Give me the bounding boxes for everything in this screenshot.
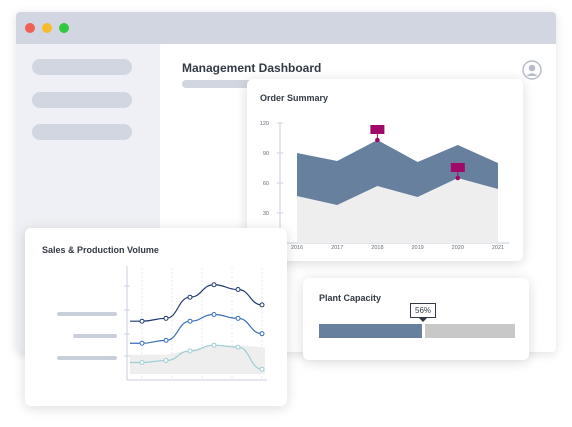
line-point [187, 294, 193, 300]
line-point [235, 344, 241, 350]
legend-placeholder [57, 356, 117, 360]
x-tick-label: 2018 [371, 245, 383, 251]
line-series-1 [130, 284, 263, 322]
line-point [139, 359, 145, 365]
line-point [211, 342, 217, 348]
marker-point [455, 175, 461, 181]
line-point [259, 366, 265, 372]
y-tick-label: 30 [263, 211, 269, 217]
line-series-2 [130, 313, 263, 344]
y-tick-label: 90 [263, 151, 269, 157]
line-point [163, 315, 169, 321]
line-point [163, 337, 169, 343]
sidebar-item-placeholder[interactable] [32, 92, 132, 108]
x-tick-label: 2021 [492, 245, 504, 251]
close-window-button[interactable] [25, 23, 35, 33]
page-subtitle-placeholder [182, 80, 262, 88]
x-tick-label: 2017 [331, 245, 343, 251]
legend-placeholder [73, 334, 117, 338]
x-tick-label: 2019 [411, 245, 423, 251]
legend-placeholder [57, 312, 117, 316]
minimize-window-button[interactable] [42, 23, 52, 33]
marker-flag [370, 125, 385, 134]
sales-production-card: Sales & Production Volume [25, 228, 287, 406]
plant-capacity-card: Plant Capacity 56% [303, 278, 529, 360]
line-point [235, 315, 241, 321]
maximize-window-button[interactable] [59, 23, 69, 33]
capacity-bar-filled [319, 324, 422, 338]
marker-point [375, 137, 380, 143]
y-tick-label: 60 [263, 181, 269, 187]
order-summary-title: Order Summary [260, 93, 329, 103]
line-point [187, 348, 193, 354]
x-tick-label: 2016 [291, 245, 303, 251]
line-point [163, 358, 169, 364]
sidebar-item-placeholder[interactable] [32, 124, 132, 140]
capacity-value-label: 56% [410, 303, 437, 322]
line-point [259, 331, 265, 337]
plant-capacity-title: Plant Capacity [319, 293, 382, 303]
title-bar [16, 12, 556, 44]
capacity-bar-remaining [425, 324, 515, 338]
line-point [139, 318, 145, 324]
line-point [235, 287, 241, 293]
line-point [187, 318, 193, 324]
line-point [139, 340, 145, 346]
page-title: Management Dashboard [182, 61, 322, 75]
line-point [211, 311, 217, 317]
area-series-2 [297, 178, 498, 243]
y-tick-label: 120 [260, 121, 269, 127]
x-tick-label: 2020 [452, 245, 464, 251]
line-point [259, 302, 265, 308]
marker-flag [450, 163, 465, 172]
order-summary-chart: 120 90 60 30 2016 2017 2018 2019 2020 2021 [260, 121, 509, 251]
area-series [130, 345, 265, 374]
user-avatar-icon[interactable] [522, 60, 542, 80]
order-summary-card: Order Summary 120 90 60 30 2016 2017 2018 2019 2… [247, 79, 523, 261]
sidebar-item-placeholder[interactable] [32, 59, 132, 75]
sales-production-title: Sales & Production Volume [42, 245, 159, 255]
sales-production-chart [124, 266, 267, 381]
line-point [211, 282, 217, 288]
